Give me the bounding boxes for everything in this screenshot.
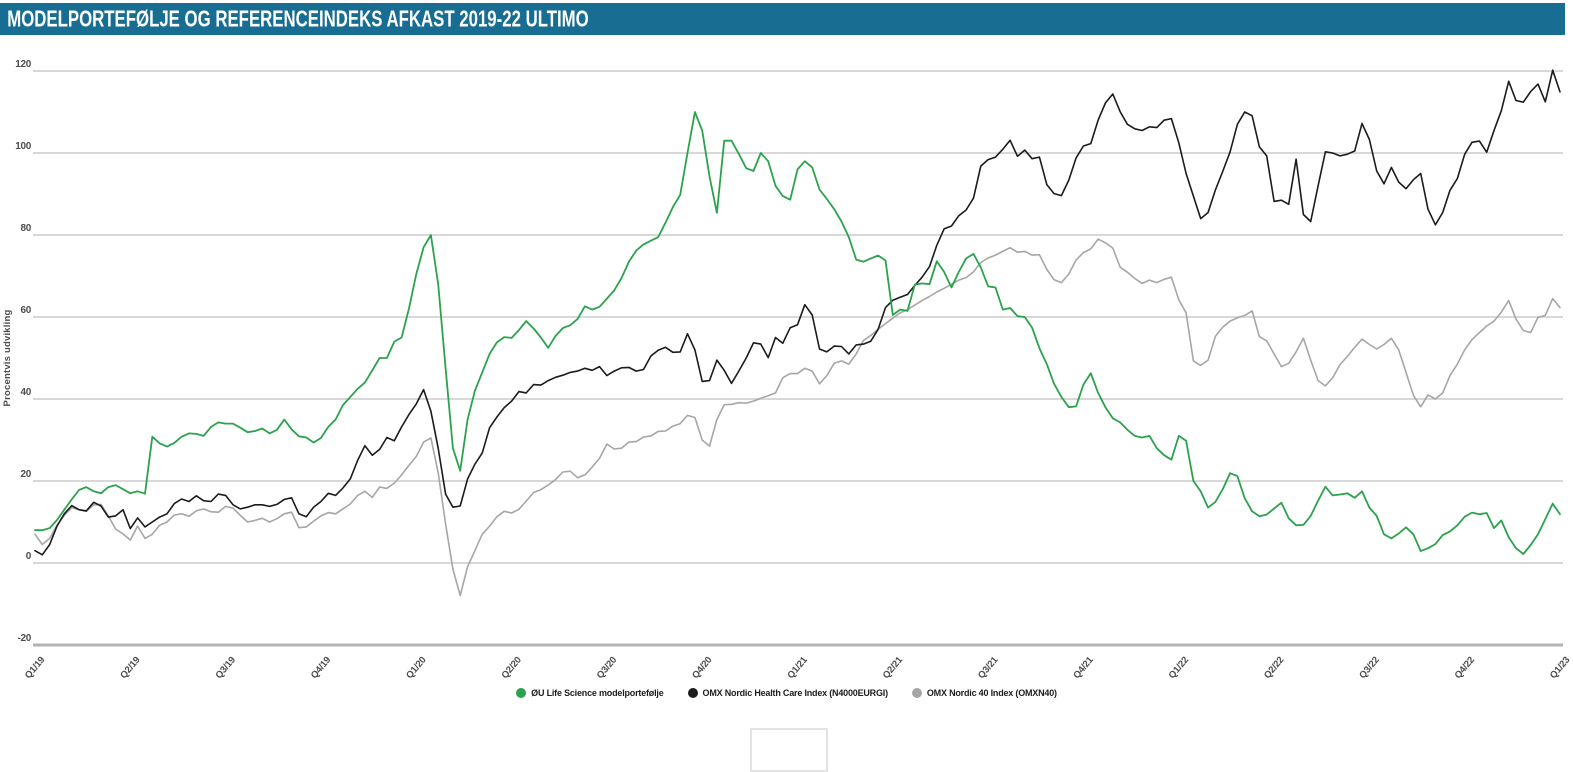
y-tick-label: 40 [20, 387, 31, 398]
x-tick-label: Q2/20 [499, 655, 523, 681]
legend-label: OMX Nordic Health Care Index (N4000EURGI… [702, 688, 889, 698]
legend-dot-icon [516, 688, 527, 698]
y-axis-title: Procentvis udvikling [2, 310, 13, 407]
legend-item: OMX Nordic Health Care Index (N4000EURGI… [687, 688, 889, 698]
chart-legend: ØU Life Science modelportefølje OMX Nordi… [0, 688, 1573, 698]
x-tick-label: Q2/19 [118, 655, 142, 681]
chart-title-bar: MODELPORTEFØLJE OG REFERENCEINDEKS AFKAS… [0, 3, 1565, 35]
line-chart: 120 100 80 60 40 20 0 -20 Q1/19 Q2/19 Q3/19 Q4/19 Q1… [2, 59, 1572, 681]
y-tick-label: 0 [26, 551, 32, 562]
chart-title: MODELPORTEFØLJE OG REFERENCEINDEKS AFKAS… [7, 6, 589, 32]
y-tick-label: -20 [17, 633, 31, 644]
y-tick-label: 120 [15, 59, 32, 70]
y-tick-label: 80 [20, 223, 31, 234]
x-tick-label: Q1/22 [1167, 655, 1191, 681]
x-tick-label: Q3/20 [595, 655, 619, 681]
legend-label: ØU Life Science modelportefølje [531, 688, 664, 698]
x-tick-label: Q3/22 [1357, 655, 1381, 681]
x-tick-label: Q4/21 [1071, 654, 1096, 681]
x-tick-label: Q4/19 [309, 655, 333, 681]
x-tick-label: Q1/21 [785, 654, 810, 681]
series-line-omxn40 [34, 238, 1561, 597]
x-tick-label: Q4/22 [1453, 655, 1477, 681]
y-tick-label: 60 [20, 305, 31, 316]
legend-dot-icon [911, 688, 922, 698]
watermark-fragment [750, 728, 828, 772]
x-tick-label: Q1/19 [23, 655, 47, 681]
x-tick-label: Q4/20 [690, 655, 714, 681]
legend-label: OMX Nordic 40 Index (OMXN40) [926, 688, 1057, 698]
y-tick-label: 20 [20, 469, 31, 480]
legend-item: ØU Life Science modelportefølje [516, 688, 664, 698]
x-tick-label: Q1/23 [1548, 655, 1572, 681]
x-tick-label: Q3/21 [976, 654, 1001, 681]
y-tick-label: 100 [15, 141, 32, 152]
legend-item: OMX Nordic 40 Index (OMXN40) [911, 688, 1057, 698]
x-tick-label: Q2/22 [1262, 655, 1286, 681]
x-tick-label: Q1/20 [404, 655, 428, 681]
series-line-lifescience [34, 111, 1561, 555]
legend-dot-icon [687, 688, 698, 698]
series-line-healthcare [34, 69, 1561, 556]
x-tick-label: Q2/21 [881, 654, 906, 681]
x-tick-label: Q3/19 [213, 655, 237, 681]
